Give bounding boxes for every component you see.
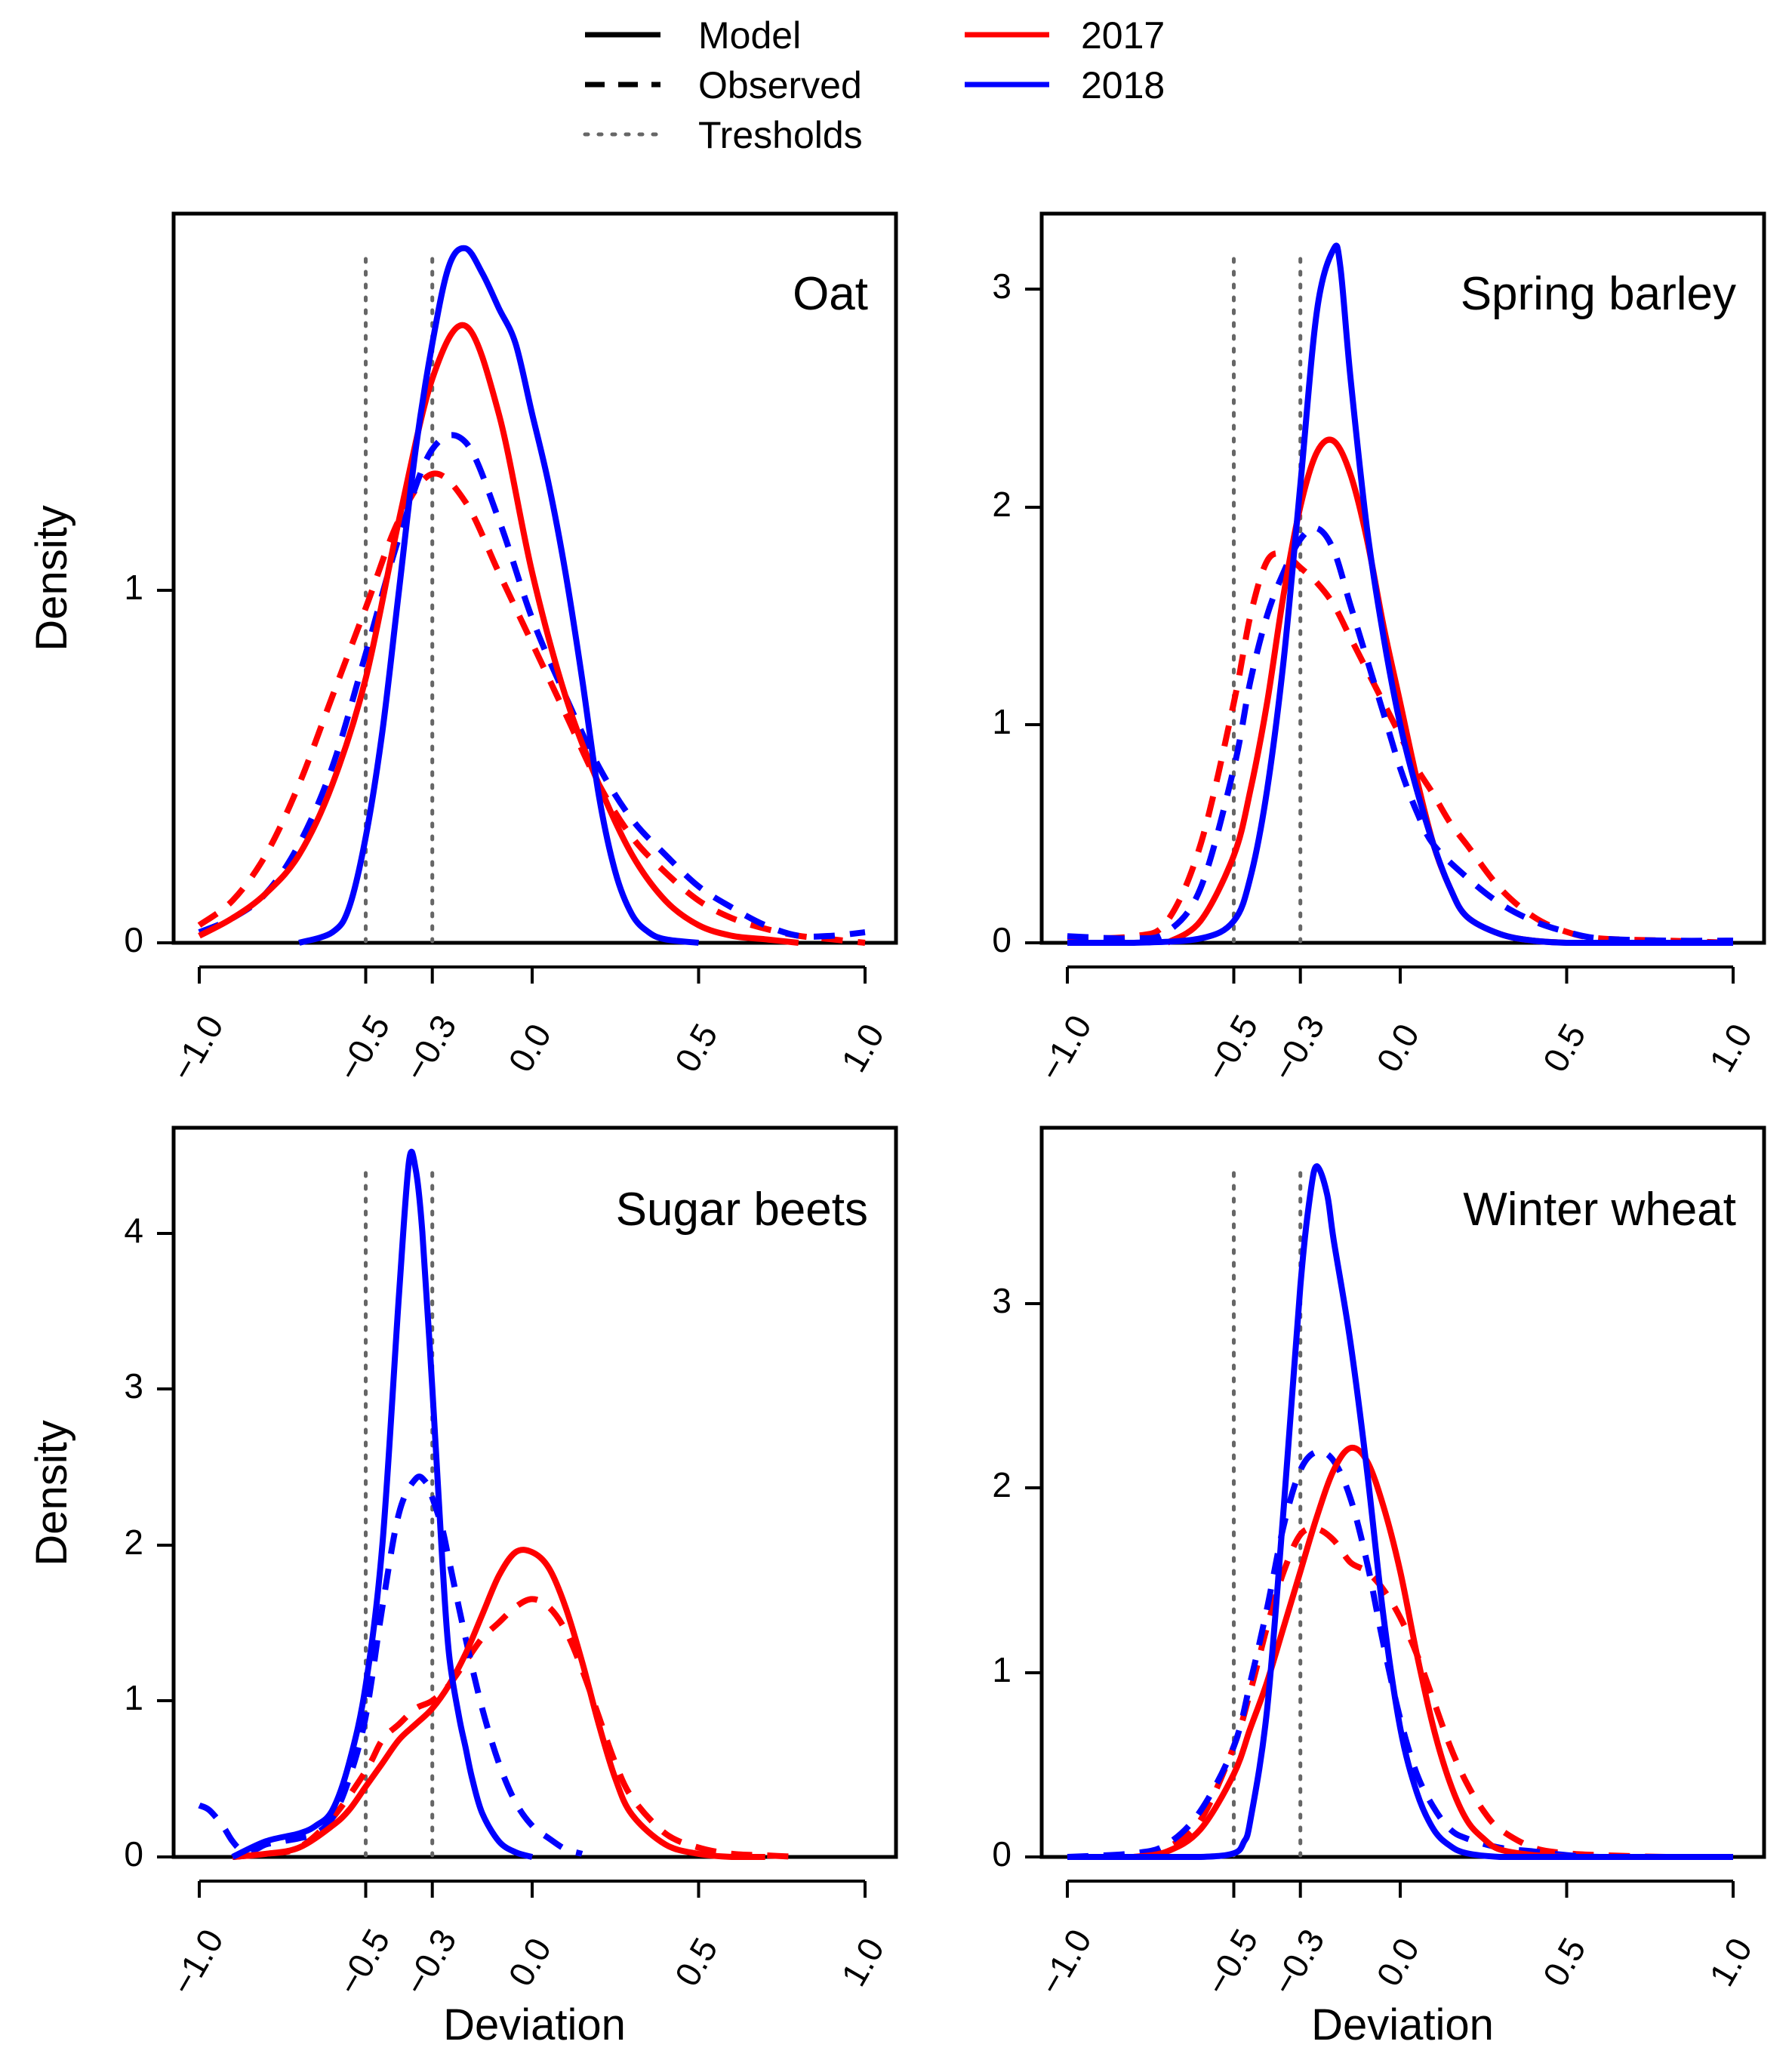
x-tick-label: −0.3 [396, 1923, 463, 2002]
x-tick-label: 0.0 [1369, 1931, 1427, 1992]
series-line-dashed-2017 [197, 470, 866, 946]
panel-sugar-beets: Sugar beets −1.0 −0.5−0.3 0.0 0.5 1.0 01234 … [27, 1125, 898, 2049]
legend-2018-label: 2018 [1081, 64, 1165, 106]
x-tick-label: 0.5 [1535, 1931, 1593, 1992]
series-lines [197, 245, 866, 946]
panel-frame [1039, 211, 1766, 945]
legend-model-label: Model [698, 14, 801, 57]
series-line-solid-2018 [1067, 1163, 1733, 1861]
panel-title: Oat [793, 268, 868, 320]
series-line-solid-2017 [1133, 1444, 1567, 1860]
x-tick-label: −0.5 [329, 1923, 397, 2002]
x-axis: −1.0 −0.5−0.3 0.0 0.5 1.0 [162, 1880, 891, 2002]
y-tick-label: 1 [124, 1678, 143, 1717]
y-tick-label: 4 [124, 1211, 143, 1250]
legend-observed-label: Observed [698, 64, 862, 106]
series-line-dashed-2018 [1067, 1448, 1733, 1861]
y-axis-title: Density [27, 1420, 76, 1566]
y-tick-label: 3 [992, 266, 1011, 306]
y-tick-label: 0 [992, 920, 1011, 959]
x-tick-label: −0.3 [396, 1008, 463, 1088]
legend: Model Observed Tresholds 2017 2018 [583, 14, 1165, 156]
panel-frame [171, 1125, 898, 1859]
x-tick-label: 1.0 [1701, 1017, 1760, 1078]
y-tick-label: 1 [124, 568, 143, 607]
y-axis: 0 1 2 3 [992, 1281, 1043, 1874]
x-tick-label: 1.0 [833, 1017, 891, 1078]
x-tick-label: 0.5 [667, 1931, 725, 1992]
series-lines [198, 1148, 799, 1860]
series-line-solid-2018 [298, 245, 699, 946]
x-tick-label: 1.0 [1701, 1931, 1760, 1992]
y-tick-label: 2 [124, 1523, 143, 1562]
threshold-lines [364, 1171, 435, 1858]
x-axis: −1.0 −0.5−0.3 0.0 0.5 1.0 [1030, 1880, 1760, 2002]
panel-spring-barley: Spring barley −1.0 −0.5−0.3 0.0 0.5 1.0 0 1 2 3 [992, 211, 1766, 1088]
x-tick-label: 1.0 [833, 1931, 891, 1992]
threshold-lines [1232, 257, 1303, 944]
series-line-dashed-2017 [1067, 550, 1734, 946]
x-tick-label: 0.0 [500, 1017, 559, 1078]
x-tick-label: −0.5 [329, 1008, 397, 1088]
x-tick-label: 0.0 [1369, 1017, 1427, 1078]
x-tick-label: −1.0 [1030, 1008, 1098, 1088]
series-line-solid-2018 [231, 1148, 534, 1860]
y-axis: 0 1 2 3 4 [124, 1211, 175, 1874]
x-axis-title: Deviation [1311, 2000, 1494, 2049]
series-line-dashed-2018 [1067, 525, 1734, 944]
y-tick-label: 2 [992, 1465, 1011, 1504]
y-tick-label: 1 [992, 1650, 1011, 1689]
series-line-solid-2018 [1067, 242, 1733, 947]
x-tick-label: 0.5 [667, 1017, 725, 1078]
y-axis: 0 1 2 3 [992, 266, 1043, 959]
legend-2017-label: 2017 [1081, 14, 1165, 57]
series-lines [1067, 1163, 1733, 1861]
y-tick-label: 0 [992, 1834, 1011, 1874]
y-tick-label: 3 [124, 1366, 143, 1406]
series-lines [1067, 242, 1734, 947]
y-axis: 01 [124, 568, 175, 959]
y-tick-label: 2 [992, 485, 1011, 524]
y-tick-label: 0 [124, 1834, 143, 1874]
y-axis-title: Density [27, 505, 76, 651]
panel-oat: Oat −1.0 −0.5−0.3 0.0 0.5 1.0 01 Density [27, 211, 898, 1088]
y-tick-label: 1 [992, 702, 1011, 741]
y-tick-label: 0 [124, 920, 143, 959]
x-tick-label: −0.3 [1264, 1008, 1332, 1088]
panel-title: Winter wheat [1463, 1184, 1736, 1236]
panel-title: Sugar beets [616, 1184, 868, 1236]
x-axis: −1.0 −0.5−0.3 0.0 0.5 1.0 [162, 965, 891, 1088]
x-tick-label: 0.0 [500, 1931, 559, 1992]
x-tick-label: 0.5 [1535, 1017, 1593, 1078]
series-line-solid-2017 [232, 1547, 765, 1860]
legend-thresholds-label: Tresholds [698, 114, 863, 156]
series-line-dashed-2018 [198, 432, 866, 940]
x-tick-label: −0.5 [1197, 1923, 1265, 2002]
panel-title: Spring barley [1461, 268, 1736, 320]
series-line-solid-2017 [198, 322, 799, 946]
x-tick-label: −1.0 [1030, 1923, 1098, 2002]
x-axis: −1.0 −0.5−0.3 0.0 0.5 1.0 [1030, 965, 1760, 1088]
x-tick-label: −0.3 [1264, 1923, 1332, 2002]
panel-winter-wheat: Winter wheat −1.0 −0.5−0.3 0.0 0.5 1.0 0123 … [992, 1125, 1766, 2049]
x-tick-label: −1.0 [162, 1923, 230, 2002]
x-tick-label: −0.5 [1197, 1008, 1265, 1088]
y-tick-label: 3 [992, 1281, 1011, 1320]
x-tick-label: −1.0 [162, 1008, 230, 1088]
x-axis-title: Deviation [443, 2000, 626, 2049]
